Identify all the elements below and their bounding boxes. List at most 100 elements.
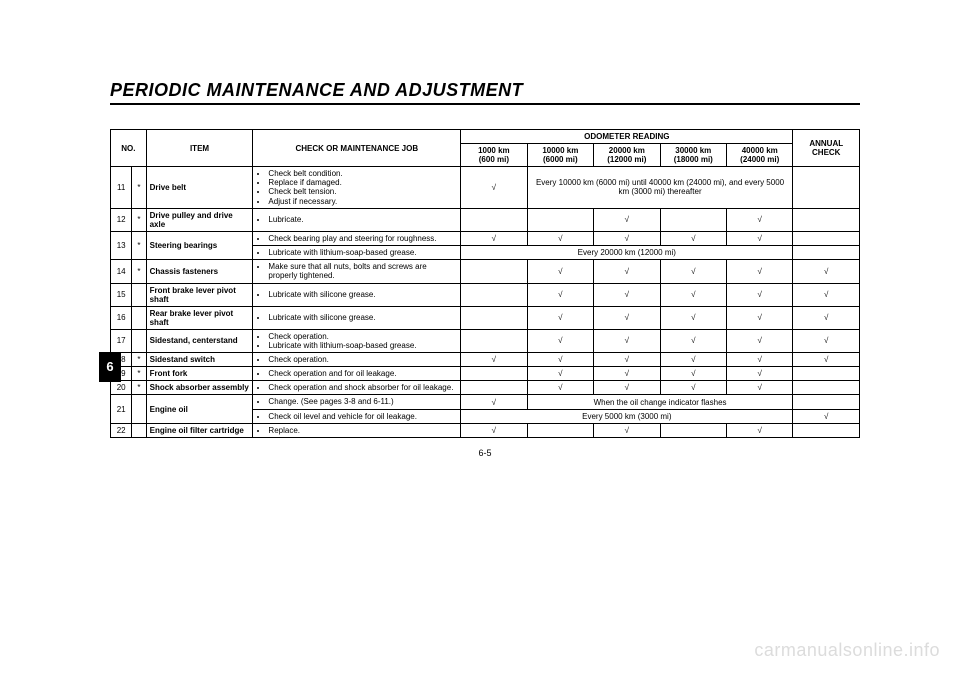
cell-star: * <box>132 208 146 231</box>
maintenance-table: NO. ITEM CHECK OR MAINTENANCE JOB ODOMET… <box>110 129 860 438</box>
cell-empty <box>132 306 146 329</box>
cell-empty <box>461 329 527 352</box>
header-od-1: 10000 km(6000 mi) <box>527 144 593 167</box>
cell-check: √ <box>594 423 660 437</box>
header-no: NO. <box>111 130 147 167</box>
cell-empty <box>660 423 726 437</box>
cell-star: * <box>132 167 146 209</box>
cell-item: Steering bearings <box>146 231 253 259</box>
cell-check: √ <box>727 306 793 329</box>
cell-check: √ <box>727 208 793 231</box>
cell-check: √ <box>594 231 660 245</box>
cell-job: Make sure that all nuts, bolts and screw… <box>253 260 461 283</box>
cell-note: When the oil change indicator flashes <box>527 395 793 409</box>
cell-check: √ <box>527 352 593 366</box>
header-annual: ANNUAL CHECK <box>793 130 860 167</box>
cell-check: √ <box>527 329 593 352</box>
cell-check: √ <box>660 381 726 395</box>
cell-check: √ <box>594 306 660 329</box>
cell-empty <box>461 283 527 306</box>
cell-check: √ <box>594 352 660 366</box>
cell-item: Drive belt <box>146 167 253 209</box>
cell-empty <box>132 395 146 423</box>
page-number: 6-5 <box>110 448 860 458</box>
header-odometer: ODOMETER READING <box>461 130 793 144</box>
cell-no: 21 <box>111 395 132 423</box>
table-row: 20 * Shock absorber assembly Check opera… <box>111 381 860 395</box>
cell-check: √ <box>793 409 860 423</box>
cell-empty <box>461 381 527 395</box>
cell-check: √ <box>527 367 593 381</box>
cell-no: 17 <box>111 329 132 352</box>
cell-item: Engine oil <box>146 395 253 423</box>
cell-item: Front brake lever pivot shaft <box>146 283 253 306</box>
cell-item: Sidestand switch <box>146 352 253 366</box>
cell-check: √ <box>793 352 860 366</box>
header-od-4: 40000 km(24000 mi) <box>727 144 793 167</box>
cell-job: Lubricate with silicone grease. <box>253 283 461 306</box>
cell-check: √ <box>527 381 593 395</box>
cell-empty <box>793 423 860 437</box>
table-row: 22 Engine oil filter cartridge Replace. … <box>111 423 860 437</box>
table-row: 18 * Sidestand switch Check operation. √… <box>111 352 860 366</box>
cell-note: Every 20000 km (12000 mi) <box>461 245 793 259</box>
cell-job: Check operation. <box>253 352 461 366</box>
cell-job: Lubricate. <box>253 208 461 231</box>
cell-check: √ <box>594 329 660 352</box>
cell-check: √ <box>727 367 793 381</box>
cell-check: √ <box>727 260 793 283</box>
cell-check: √ <box>527 260 593 283</box>
cell-check: √ <box>660 283 726 306</box>
watermark: carmanualsonline.info <box>754 640 940 661</box>
cell-item: Drive pulley and drive axle <box>146 208 253 231</box>
cell-job: Check operation and for oil leakage. <box>253 367 461 381</box>
cell-empty <box>527 208 593 231</box>
cell-star: * <box>132 381 146 395</box>
cell-check: √ <box>660 231 726 245</box>
cell-check: √ <box>594 367 660 381</box>
cell-empty <box>132 283 146 306</box>
cell-no: 15 <box>111 283 132 306</box>
cell-job: Change. (See pages 3-8 and 6-11.) <box>253 395 461 409</box>
cell-check: √ <box>461 231 527 245</box>
cell-empty <box>793 245 860 259</box>
cell-star: * <box>132 231 146 259</box>
cell-check: √ <box>461 167 527 209</box>
cell-empty <box>132 329 146 352</box>
cell-check: √ <box>660 260 726 283</box>
table-header-row: NO. ITEM CHECK OR MAINTENANCE JOB ODOMET… <box>111 130 860 144</box>
cell-no: 11 <box>111 167 132 209</box>
header-od-3: 30000 km(18000 mi) <box>660 144 726 167</box>
cell-check: √ <box>660 329 726 352</box>
cell-check: √ <box>594 283 660 306</box>
cell-check: √ <box>727 231 793 245</box>
cell-empty <box>461 306 527 329</box>
section-tab: 6 <box>99 352 121 382</box>
header-od-0: 1000 km(600 mi) <box>461 144 527 167</box>
cell-no: 16 <box>111 306 132 329</box>
cell-item: Front fork <box>146 367 253 381</box>
table-row: 15 Front brake lever pivot shaft Lubrica… <box>111 283 860 306</box>
cell-no: 20 <box>111 381 132 395</box>
cell-check: √ <box>461 395 527 409</box>
cell-job: Lubricate with silicone grease. <box>253 306 461 329</box>
cell-empty <box>527 423 593 437</box>
cell-check: √ <box>793 306 860 329</box>
cell-note: Every 10000 km (6000 mi) until 40000 km … <box>527 167 793 209</box>
cell-empty <box>793 381 860 395</box>
cell-check: √ <box>594 208 660 231</box>
cell-check: √ <box>461 352 527 366</box>
cell-no: 12 <box>111 208 132 231</box>
cell-job: Check bearing play and steering for roug… <box>253 231 461 245</box>
table-row: 19 * Front fork Check operation and for … <box>111 367 860 381</box>
page-title: PERIODIC MAINTENANCE AND ADJUSTMENT <box>110 80 860 105</box>
cell-item: Sidestand, centerstand <box>146 329 253 352</box>
page-content: PERIODIC MAINTENANCE AND ADJUSTMENT NO. … <box>0 0 960 478</box>
cell-empty <box>461 367 527 381</box>
cell-check: √ <box>727 423 793 437</box>
cell-note: Every 5000 km (3000 mi) <box>461 409 793 423</box>
cell-star: * <box>132 352 146 366</box>
cell-job: Replace. <box>253 423 461 437</box>
cell-check: √ <box>793 283 860 306</box>
table-row: 21 Engine oil Change. (See pages 3-8 and… <box>111 395 860 409</box>
